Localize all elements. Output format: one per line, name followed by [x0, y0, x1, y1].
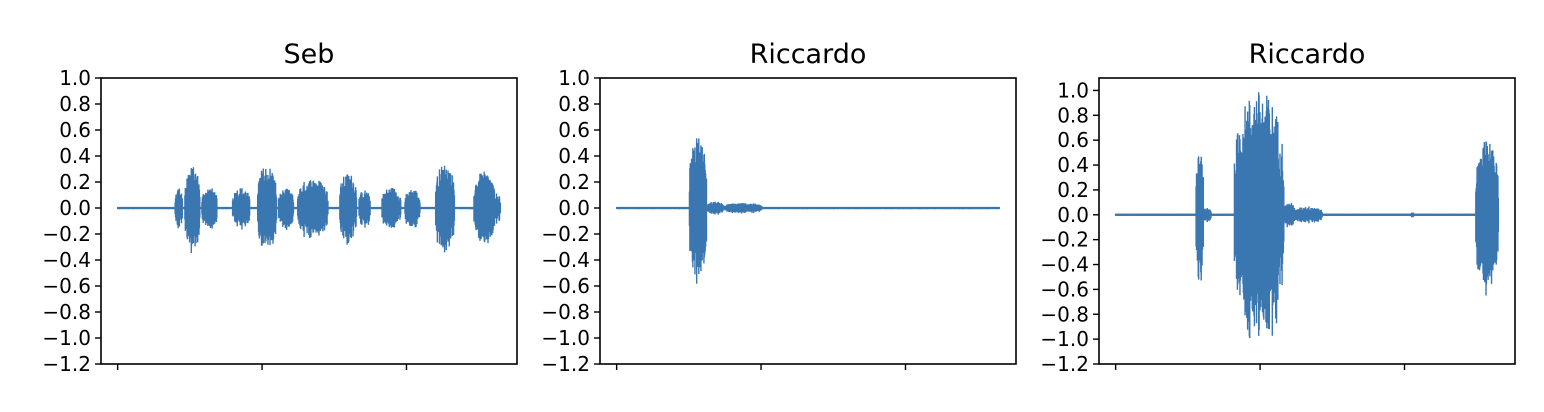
y-tick-label: −0.2 — [42, 222, 91, 246]
y-tick-label: 1.0 — [1057, 78, 1089, 102]
y-tick-label: 0.0 — [1057, 203, 1089, 227]
y-tick-label: 0.4 — [558, 144, 590, 168]
y-tick-label: −0.6 — [1040, 277, 1089, 301]
axes-frame — [599, 77, 1017, 365]
axes-frame — [100, 77, 518, 365]
y-tick-label: 0.2 — [59, 170, 91, 194]
y-tick-label: −0.8 — [42, 300, 91, 324]
y-tick-label: −1.2 — [541, 352, 590, 376]
y-tick-label: −0.8 — [1040, 302, 1089, 326]
y-tick-label: 1.0 — [59, 66, 91, 90]
subplot-title: Riccardo — [1249, 39, 1366, 70]
waveform-series — [615, 138, 1001, 284]
y-tick-label: −0.4 — [541, 248, 590, 272]
subplot-title: Seb — [284, 39, 335, 70]
y-tick-label: −0.2 — [1040, 228, 1089, 252]
y-tick-label: 0.8 — [558, 92, 590, 116]
y-tick-label: −1.2 — [42, 352, 91, 376]
subplot-1: Seb1.00.80.60.40.20.0−0.2−0.4−0.6−0.8−1.… — [42, 39, 518, 376]
y-tick-label: −1.0 — [541, 326, 590, 350]
y-tick-label: 0.6 — [1057, 128, 1089, 152]
y-tick-label: 1.0 — [558, 66, 590, 90]
y-tick-label: −0.8 — [541, 300, 590, 324]
y-tick-label: 0.0 — [558, 196, 590, 220]
y-tick-label: 0.0 — [59, 196, 91, 220]
subplot-title: Riccardo — [750, 39, 867, 70]
axes-frame — [1098, 77, 1516, 365]
subplot-3: Riccardo 1.00.80.60.40.20.0−0.2−0.4−0.6−0… — [1040, 39, 1516, 376]
y-tick-label: 0.2 — [558, 170, 590, 194]
y-tick-label: −0.2 — [541, 222, 590, 246]
waveform-series — [116, 165, 502, 254]
y-tick-label: −1.0 — [42, 326, 91, 350]
y-tick-label: 0.8 — [59, 92, 91, 116]
y-tick-label: −1.0 — [1040, 327, 1089, 351]
y-tick-label: 0.6 — [59, 118, 91, 142]
y-tick-label: 0.4 — [1057, 153, 1089, 177]
y-tick-label: −0.6 — [42, 274, 91, 298]
y-tick-label: −0.6 — [541, 274, 590, 298]
y-tick-label: 0.4 — [59, 144, 91, 168]
y-tick-label: −0.4 — [1040, 253, 1089, 277]
subplot-2: Riccardo 1.00.80.60.40.20.0−0.2−0.4−0.6−0… — [541, 39, 1017, 376]
y-tick-label: 0.8 — [1057, 103, 1089, 127]
y-tick-label: −1.2 — [1040, 352, 1089, 376]
y-tick-label: −0.4 — [42, 248, 91, 272]
y-tick-label: 0.2 — [1057, 178, 1089, 202]
y-tick-label: 0.6 — [558, 118, 590, 142]
